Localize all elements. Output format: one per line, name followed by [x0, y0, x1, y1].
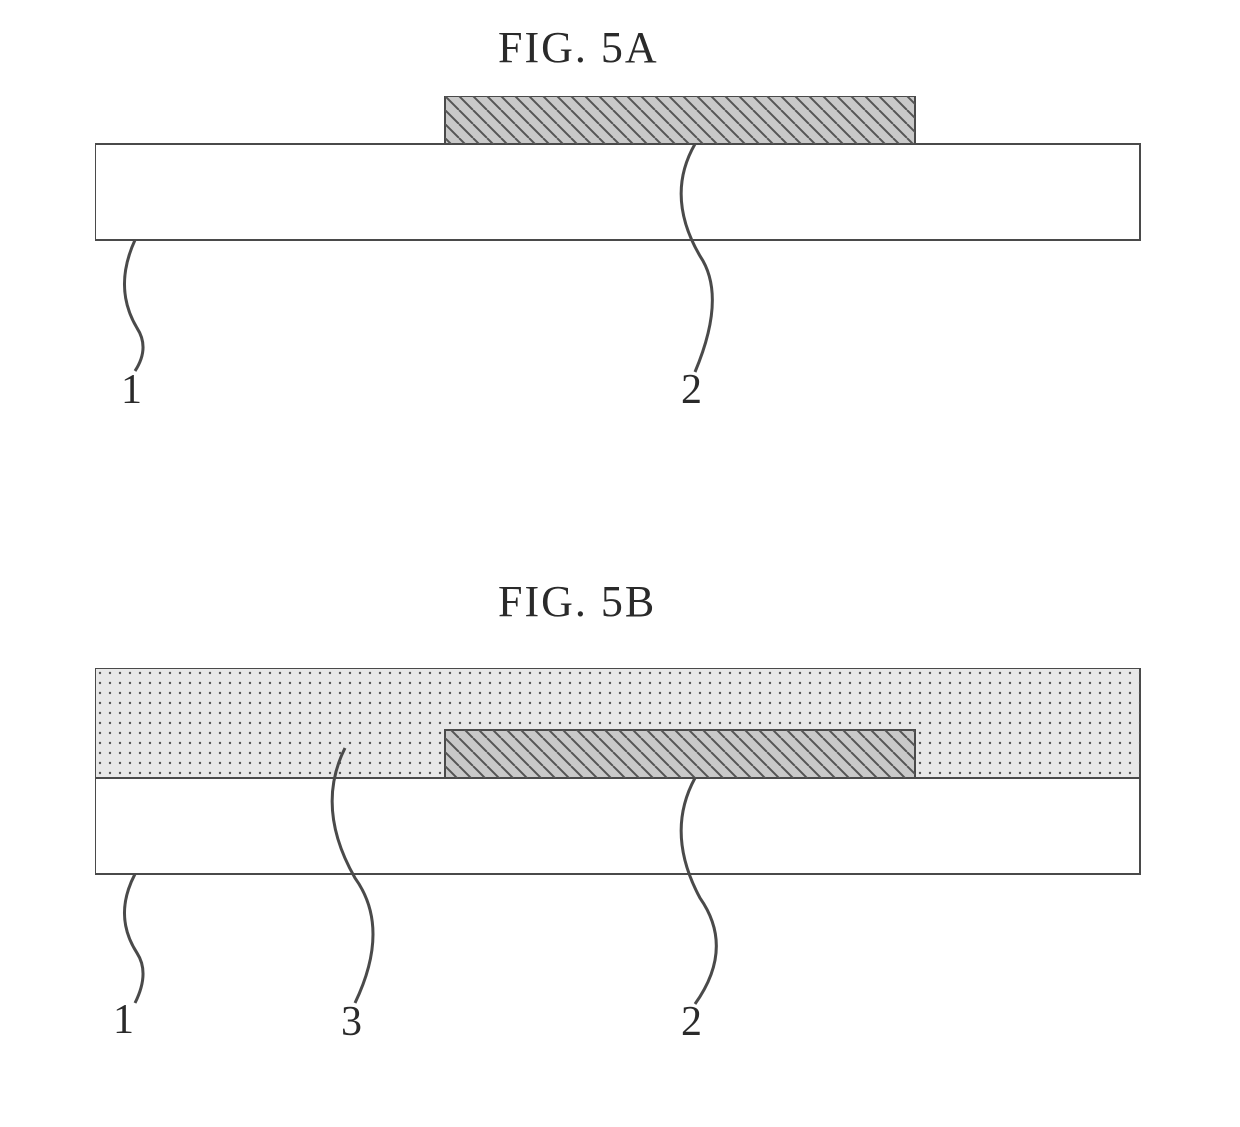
fig-5a-title: FIG. 5A: [498, 22, 659, 73]
leader-line-1: [124, 240, 143, 371]
fig-5b-title: FIG. 5B: [498, 576, 656, 627]
substrate-layer: [95, 144, 1140, 240]
fig-5b-svg: [95, 668, 1145, 1008]
ref-label-2: 2: [681, 998, 702, 1046]
inner-block-hatch: [445, 730, 915, 778]
ref-label-1: 1: [121, 366, 142, 414]
fig-5b-diagram: [95, 668, 1145, 1008]
ref-label-1: 1: [113, 996, 134, 1044]
leader-line-1: [124, 874, 143, 1003]
top-block-hatch: [445, 96, 915, 144]
ref-label-3: 3: [341, 998, 362, 1046]
fig-5a-svg: [95, 96, 1145, 376]
ref-label-2: 2: [681, 366, 702, 414]
substrate-layer: [95, 778, 1140, 874]
fig-5a-diagram: [95, 96, 1145, 376]
